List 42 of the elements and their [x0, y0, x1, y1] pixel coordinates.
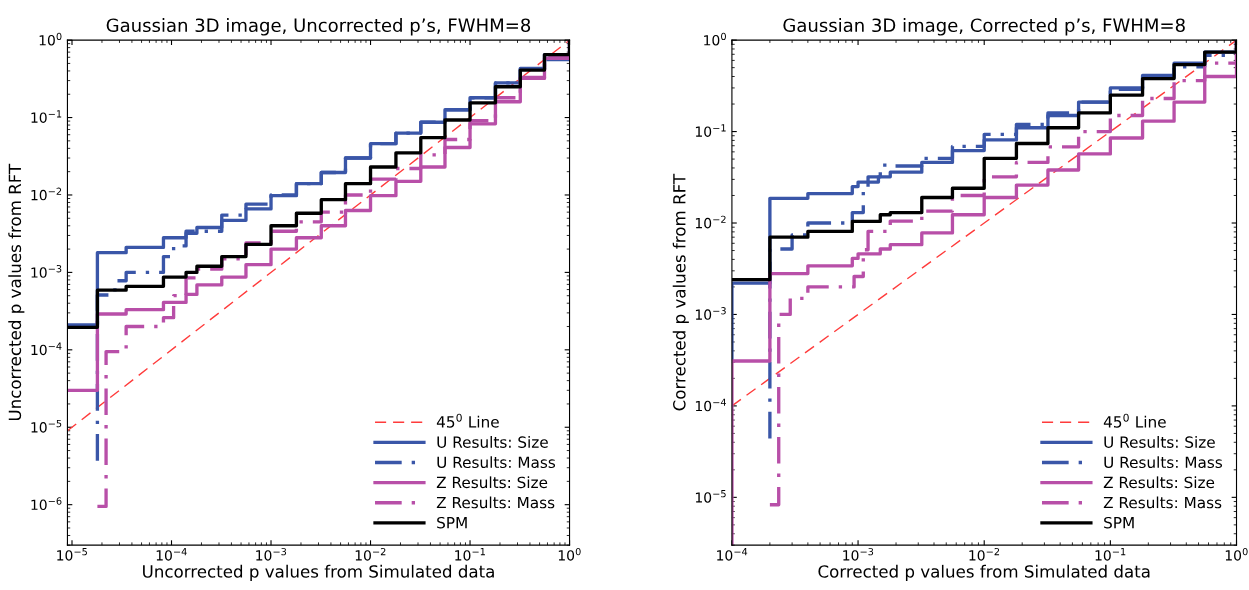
x-tick-label: 10$^{−3}$ — [843, 547, 874, 561]
y-tick-label: 10$^{−5}$ — [31, 420, 62, 433]
x-tick-label: 10$^{0}$ — [558, 547, 581, 561]
y-tick-label: 10$^{−4}$ — [31, 342, 62, 356]
x-tick-label: 10$^{−1}$ — [455, 548, 485, 561]
x-tick-label: 10$^{0}$ — [1225, 547, 1248, 561]
legend-label: Z Results: Size — [1103, 476, 1215, 489]
y-tick-label: 10$^{−2}$ — [31, 187, 62, 201]
legend-label: SPM — [437, 516, 467, 529]
y-tick-label: 10$^{−3}$ — [695, 307, 726, 320]
x-tick-label: 10$^{−5}$ — [57, 548, 87, 561]
legend-label: Z Results: Mass — [436, 496, 555, 509]
y-tick-label: 10$^{−1}$ — [695, 124, 726, 137]
y-tick-label: 10$^{−3}$ — [31, 265, 62, 278]
legend-label: Z Results: Size — [436, 476, 548, 489]
legend-label: U Results: Mass — [437, 456, 556, 469]
y-tick-label: 10$^{0}$ — [704, 32, 726, 46]
x-tick-label: 10$^{−2}$ — [969, 547, 1000, 561]
x-tick-label: 10$^{−2}$ — [355, 547, 386, 561]
legend-label: SPM — [1104, 516, 1134, 529]
y-axis-title: Corrected p values from RFT — [672, 173, 689, 411]
legend-label: Z Results: Mass — [1103, 496, 1222, 509]
legend-label: U Results: Size — [437, 436, 548, 448]
x-axis-title: Corrected p values from Simulated data — [818, 564, 1150, 581]
x-tick-label: 10$^{−1}$ — [1095, 548, 1126, 561]
y-tick-label: 10$^{−1}$ — [31, 110, 62, 123]
x-tick-label: 10$^{−4}$ — [717, 548, 748, 561]
y-tick-label: 10$^{−6}$ — [31, 497, 62, 511]
chart-title: Gaussian 3D image, Uncorrected p’s, FWHM=8 — [106, 18, 531, 36]
y-axis-title: Uncorrected p values from RFT — [8, 163, 25, 421]
legend-label: 45$^{0}$ Line — [436, 413, 499, 428]
legend-label: 45$^{0}$ Line — [1103, 413, 1166, 428]
y-tick-label: 10$^{−5}$ — [695, 490, 726, 503]
legend-label: U Results: Mass — [1104, 456, 1223, 469]
legend-label: U Results: Size — [1104, 436, 1215, 448]
x-tick-label: 10$^{−3}$ — [256, 547, 287, 561]
y-tick-label: 10$^{−2}$ — [695, 215, 726, 229]
x-tick-label: 10$^{−4}$ — [156, 548, 187, 561]
y-tick-label: 10$^{0}$ — [39, 32, 62, 46]
x-axis-title: Uncorrected p values from Simulated data — [143, 564, 494, 581]
chart-title: Gaussian 3D image, Corrected p’s, FWHM=8 — [783, 18, 1185, 36]
y-tick-label: 10$^{−4}$ — [695, 398, 727, 412]
